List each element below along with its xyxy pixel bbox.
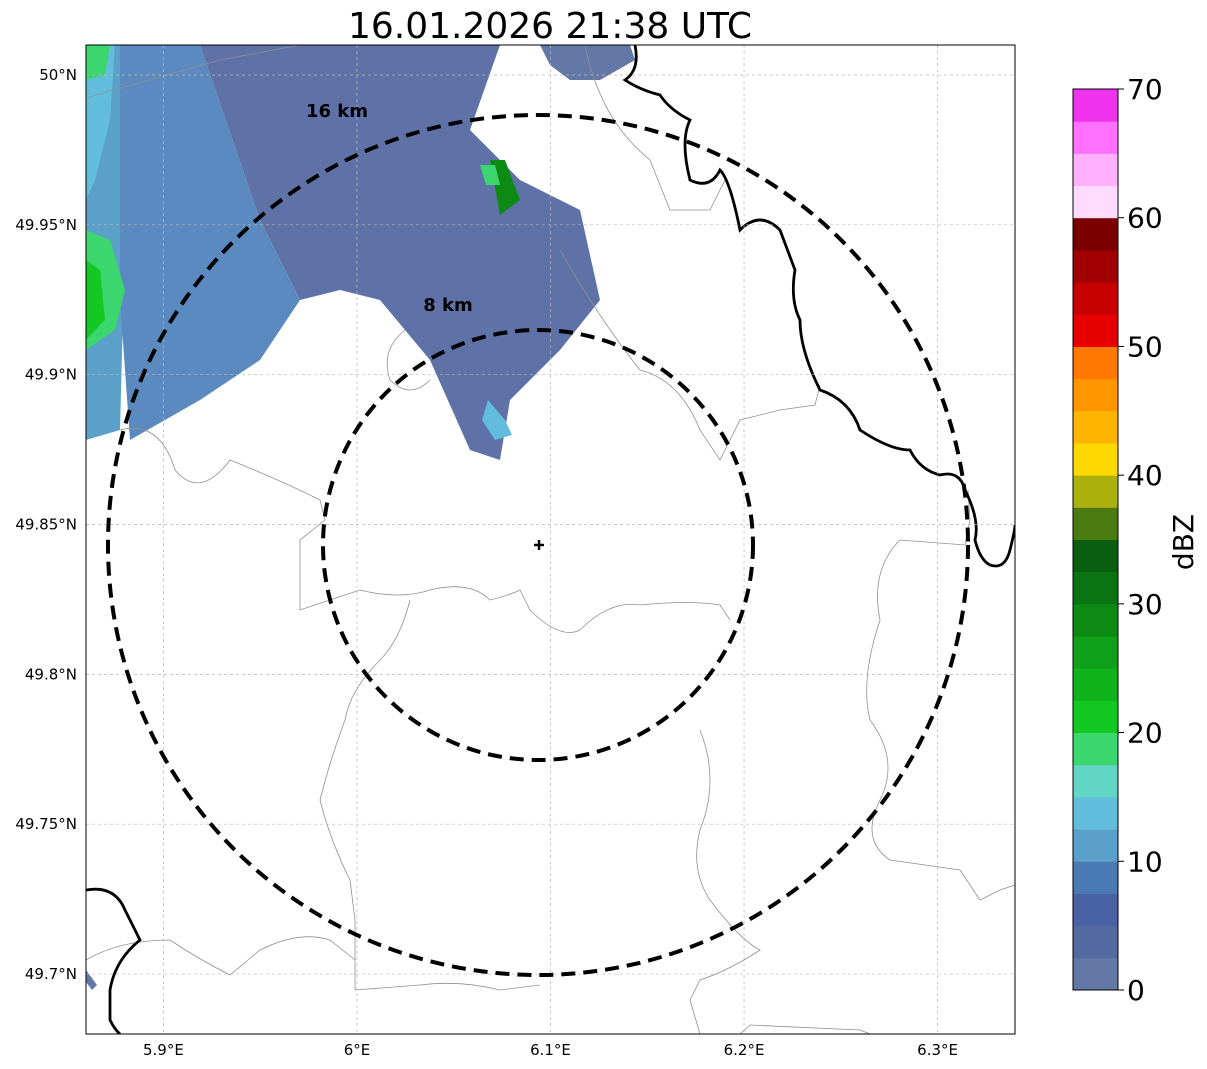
colorbar-frame	[1072, 88, 1119, 991]
echo-central	[200, 45, 600, 460]
colorbar-swatch	[1073, 925, 1118, 959]
colorbar-swatch	[1073, 282, 1118, 315]
border-east	[622, 45, 1015, 568]
colorbar-tick-label: 50	[1127, 330, 1163, 363]
colorbar-swatch	[1073, 314, 1118, 347]
colorbar-swatch	[1073, 603, 1118, 637]
lat-tick-label: 49.7°N	[25, 965, 77, 983]
ring-label-8km: 8 km	[423, 295, 473, 316]
colorbar-swatch	[1073, 249, 1118, 283]
echo-dark-green-cell	[490, 160, 520, 215]
colorbar-swatch	[1073, 732, 1118, 766]
colorbar-swatch	[1073, 410, 1118, 444]
colorbar-swatch	[1073, 893, 1118, 927]
radar-site-marker	[534, 540, 544, 550]
map-frame	[85, 44, 1016, 1035]
boundary-4	[319, 599, 541, 991]
ring-label-16km: 16 km	[306, 101, 368, 122]
colorbar-swatch	[1073, 636, 1118, 669]
boundary-5	[559, 249, 821, 461]
colorbar-swatch	[1073, 829, 1118, 862]
lon-tick-label: 6.3°E	[917, 1041, 958, 1059]
colorbar-swatch	[1073, 346, 1118, 380]
lon-tick-label: 6°E	[344, 1041, 371, 1059]
echo-northeast	[540, 45, 635, 80]
colorbar-label: dBZ	[1167, 514, 1200, 570]
colorbar-tick-label: 30	[1127, 588, 1163, 621]
national-border	[86, 45, 1015, 1034]
ring-8km	[321, 328, 755, 762]
colorbar-swatch	[1073, 957, 1118, 991]
echo-west-green-core	[86, 260, 105, 340]
lon-tick-label: 5.9°E	[143, 1041, 184, 1059]
boundary-8	[866, 539, 1015, 901]
colorbar-swatch	[1073, 475, 1118, 508]
colorbar-tick-label: 20	[1127, 717, 1163, 750]
colorbar-swatch	[1073, 89, 1118, 122]
map-panel: 8 km 16 km 5.9°E 6°E 6.1°E 6.2°E 6.3°E 50°N 4…	[15, 44, 1016, 1059]
colorbar-tick-label: 60	[1127, 202, 1163, 235]
colorbar-swatch	[1073, 378, 1118, 412]
lat-tick-labels: 50°N 49.95°N 49.9°N 49.85°N 49.8°N 49.75°N 49.…	[15, 66, 77, 983]
lat-tick-label: 49.85°N	[15, 516, 77, 534]
lat-tick-label: 49.8°N	[25, 665, 77, 683]
range-rings	[106, 113, 970, 977]
colorbar-tick-label: 70	[1127, 73, 1163, 106]
lat-tick-label: 50°N	[39, 66, 77, 84]
echo-north-green	[86, 45, 110, 80]
colorbar-swatches	[1073, 89, 1118, 991]
boundary-2	[119, 428, 731, 633]
boundary-6	[584, 45, 726, 211]
lat-tick-label: 49.9°N	[25, 366, 77, 384]
echo-west	[120, 45, 300, 440]
echo-southwest-speck	[86, 970, 97, 990]
colorbar-tick-label: 40	[1127, 459, 1163, 492]
lat-tick-label: 49.75°N	[15, 815, 77, 833]
colorbar-swatch	[1073, 539, 1118, 573]
boundary-10	[86, 936, 356, 976]
ring-16km	[106, 113, 970, 977]
colorbar-swatch	[1073, 796, 1118, 830]
colorbar-ticks: 0 10 20 30 40 50 60 70	[1118, 73, 1163, 1007]
colorbar-tick-label: 0	[1127, 974, 1145, 1007]
colorbar-swatch	[1073, 764, 1118, 798]
echo-cyan-speck	[482, 400, 512, 440]
colorbar-swatch	[1073, 507, 1118, 540]
boundary-11	[739, 1024, 871, 1034]
colorbar-swatch	[1073, 700, 1118, 734]
colorbar-swatch	[1073, 153, 1118, 187]
colorbar-swatch	[1073, 217, 1118, 251]
echo-light-green-cell	[480, 165, 500, 185]
border-southwest	[86, 887, 142, 1034]
colorbar-swatch	[1073, 571, 1118, 605]
colorbar-swatch	[1073, 185, 1118, 219]
lat-tick-label: 49.95°N	[15, 216, 77, 234]
echo-west-cyan	[86, 45, 115, 200]
lon-tick-label: 6.2°E	[724, 1041, 765, 1059]
chart-title: 16.01.2026 21:38 UTC	[348, 6, 752, 47]
lon-tick-labels: 5.9°E 6°E 6.1°E 6.2°E 6.3°E	[143, 1041, 958, 1059]
colorbar-swatch	[1073, 442, 1118, 476]
colorbar: 0 10 20 30 40 50 60 70 dBZ	[1072, 73, 1200, 1007]
boundary-1	[86, 45, 301, 99]
colorbar-swatch	[1073, 861, 1118, 894]
boundary-9	[689, 729, 761, 1034]
radar-echo-layer	[86, 45, 635, 990]
lon-tick-label: 6.1°E	[530, 1041, 571, 1059]
admin-boundaries	[86, 45, 1015, 1034]
colorbar-swatch	[1073, 121, 1118, 154]
boundary-3	[386, 329, 431, 391]
graticule	[86, 45, 1015, 1034]
colorbar-swatch	[1073, 668, 1118, 701]
colorbar-tick-label: 10	[1127, 845, 1163, 878]
